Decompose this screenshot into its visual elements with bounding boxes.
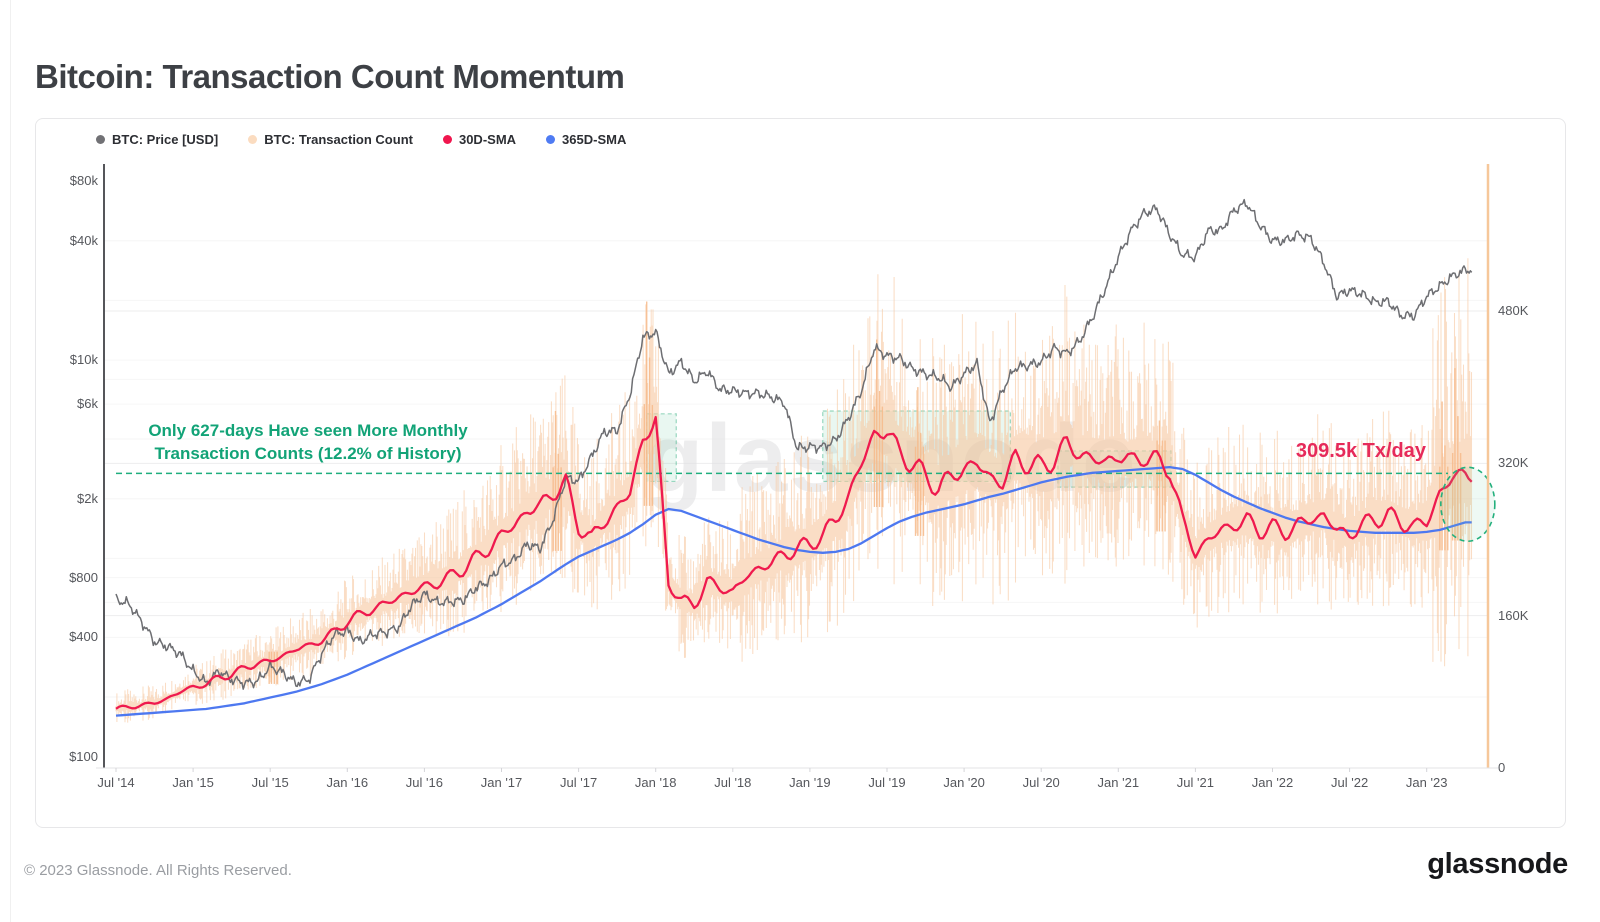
left-axis-tick: $400 <box>69 629 98 645</box>
sma30-series <box>115 415 1473 710</box>
green-annotation: Only 627-days Have seen More Monthly Tra… <box>98 419 518 465</box>
legend-label: BTC: Price [USD] <box>112 132 219 147</box>
left-axis-tick: $40k <box>69 232 98 248</box>
left-axis-tick: $800 <box>69 569 98 585</box>
left-axis-tick: $100 <box>69 748 98 764</box>
x-axis-tick: Jul '16 <box>405 775 443 790</box>
x-axis-tick: Jan '16 <box>326 775 369 790</box>
x-axis-tick: Jan '18 <box>634 775 677 790</box>
right-axis-tick: 320K <box>1498 455 1529 471</box>
legend-item-30d-sma[interactable]: 30D-SMA <box>442 132 517 147</box>
highlight-circle <box>1440 466 1496 543</box>
right-axis-tick: 0 <box>1498 760 1506 775</box>
left-axis-tick: $2k <box>77 490 98 506</box>
legend-label: BTC: Transaction Count <box>264 132 413 147</box>
left-axis-tick: $80k <box>69 173 98 188</box>
tx-count-series <box>115 258 1473 723</box>
legend-dot-icon <box>442 135 452 144</box>
x-axis-tick: Jan '17 <box>480 775 523 790</box>
x-axis-tick: Jan '19 <box>789 775 831 790</box>
x-axis-tick: Jul '15 <box>251 775 289 790</box>
legend-dot-icon <box>248 135 258 144</box>
green-annotation-line2: Transaction Counts (12.2% of History) <box>154 444 462 463</box>
right-axis-tick: 480K <box>1498 302 1529 318</box>
glassnode-logo: glassnode <box>1427 848 1568 880</box>
x-axis-tick: Jan '21 <box>1097 775 1140 790</box>
legend-label: 365D-SMA <box>562 132 627 147</box>
chart-svg[interactable]: glassnode <box>36 119 1565 827</box>
right-axis-tick: 160K <box>1498 607 1529 623</box>
x-axis-tick: Jan '22 <box>1251 775 1294 790</box>
x-axis-tick: Jan '15 <box>172 775 214 790</box>
legend-label: 30D-SMA <box>458 132 517 147</box>
price-series <box>115 198 1473 690</box>
legend-dot-icon <box>96 135 105 144</box>
x-axis-tick: Jan '20 <box>943 775 985 790</box>
x-axis-tick: Jul '22 <box>1331 775 1369 790</box>
x-axis-tick: Jul '19 <box>868 775 906 790</box>
x-axis-tick: Jan '23 <box>1405 775 1448 790</box>
chart-legend: BTC: Price [USD] BTC: Transaction Count 30… <box>96 132 626 147</box>
highlight-region-border <box>646 413 677 483</box>
legend-item-btc-price-usd-[interactable]: BTC: Price [USD] <box>96 132 218 147</box>
x-axis-tick: Jul '18 <box>714 775 752 790</box>
threshold-value-label: 309.5k Tx/day <box>1295 440 1426 462</box>
copyright-text: © 2023 Glassnode. All Rights Reserved. <box>24 862 292 879</box>
sma365-series <box>115 465 1472 717</box>
x-axis-tick: Jul '14 <box>97 775 135 790</box>
chart-card: BTC: Price [USD] BTC: Transaction Count 30… <box>35 118 1566 828</box>
legend-item-btc-transaction-count[interactable]: BTC: Transaction Count <box>248 132 413 147</box>
page-edge-divider <box>10 0 11 922</box>
green-annotation-line1: Only 627-days Have seen More Monthly <box>148 421 468 440</box>
x-axis-tick: Jul '21 <box>1176 775 1214 790</box>
legend-item-365d-sma[interactable]: 365D-SMA <box>546 132 626 147</box>
x-axis-tick: Jul '20 <box>1022 775 1060 790</box>
page-title: Bitcoin: Transaction Count Momentum <box>35 58 625 96</box>
legend-dot-icon <box>546 135 556 144</box>
x-axis-tick: Jul '17 <box>560 775 598 790</box>
left-axis-tick: $6k <box>77 396 98 412</box>
left-axis-tick: $10k <box>69 352 98 368</box>
